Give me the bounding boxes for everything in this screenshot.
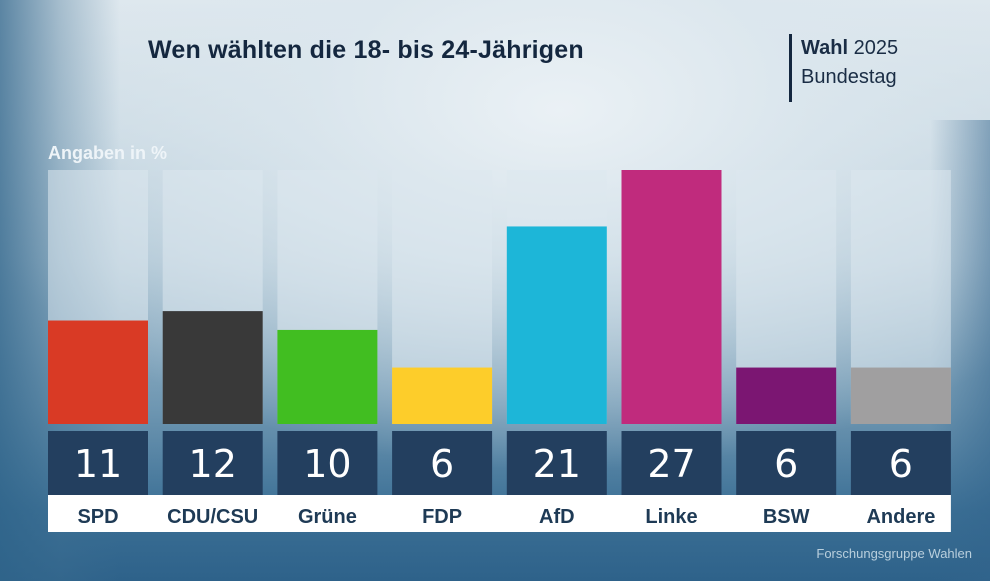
data-label: 21 [533, 442, 581, 486]
category-label: SPD [77, 506, 118, 528]
chart-title: Wen wählten die 18- bis 24-Jährigen [148, 36, 584, 64]
unit-label: Angaben in % [48, 143, 168, 163]
data-label: 11 [74, 442, 122, 486]
category-label: CDU/CSU [167, 506, 258, 528]
value-box [162, 431, 263, 495]
bar-cdu-csu [162, 311, 263, 424]
category-label: BSW [763, 506, 810, 528]
election-badge: Wahl 2025 Bundestag [789, 34, 898, 102]
value-box [506, 431, 607, 495]
source-credit: Forschungsgruppe Wahlen [816, 546, 972, 561]
category-label-strip [48, 495, 951, 532]
bar-linke [621, 170, 722, 424]
bar-afd [506, 226, 607, 424]
value-box [621, 431, 722, 495]
value-box [48, 431, 148, 495]
value-box [277, 431, 378, 495]
value-box [736, 431, 837, 495]
value-box [850, 431, 951, 495]
value-box [392, 431, 493, 495]
bar-bsw [736, 367, 837, 424]
data-label: 10 [303, 442, 351, 486]
category-label: FDP [422, 506, 462, 528]
bar-spd [48, 320, 148, 424]
category-label: Linke [645, 506, 697, 528]
bar-gr-ne [277, 329, 378, 424]
data-label: 6 [430, 442, 454, 486]
bar-fdp [392, 367, 493, 424]
data-label: 6 [774, 442, 798, 486]
data-label: 12 [189, 442, 237, 486]
data-label: 6 [889, 442, 913, 486]
badge-year: 2025 [853, 37, 899, 59]
badge-label: Wahl [801, 37, 849, 59]
data-label: 27 [647, 442, 695, 486]
category-label: AfD [539, 506, 575, 528]
category-label: Grüne [298, 506, 357, 528]
category-label: Andere [866, 506, 935, 528]
badge-subtitle: Bundestag [801, 66, 897, 88]
bar-andere [850, 367, 951, 424]
